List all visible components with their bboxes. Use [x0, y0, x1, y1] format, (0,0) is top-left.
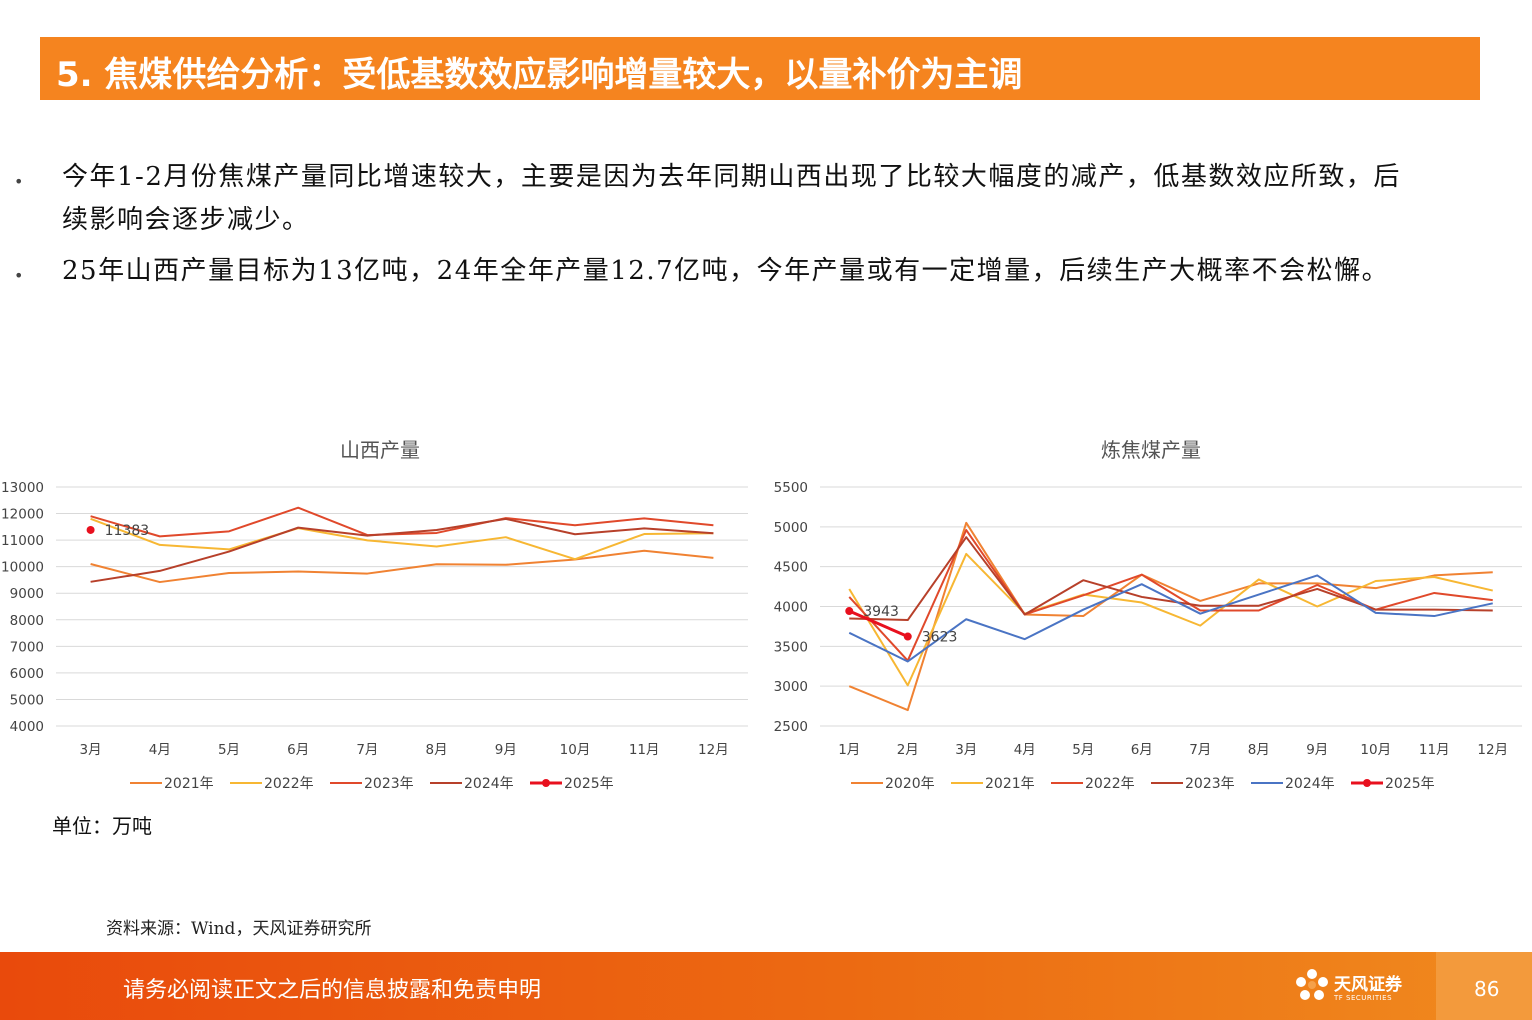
unit-note: 单位：万吨 — [52, 814, 152, 838]
legend-label: 2021年 — [985, 776, 1035, 792]
company-logo: 天风证券 TF SECURITIES — [1292, 966, 1412, 1010]
data-point — [86, 525, 95, 534]
series-line — [848, 552, 1493, 687]
series-line — [90, 517, 714, 561]
data-point — [903, 632, 912, 641]
x-tick-label: 8月 — [426, 742, 448, 758]
y-tick-label: 12000 — [1, 507, 44, 523]
data-label: 3943 — [863, 604, 899, 620]
x-tick-label: 4月 — [1014, 742, 1036, 758]
x-tick-label: 5月 — [1072, 742, 1094, 758]
logo-text-en: TF SECURITIES — [1334, 994, 1393, 1002]
y-tick-label: 3500 — [774, 639, 808, 655]
legend-label: 2025年 — [1385, 776, 1435, 792]
chart-title: 炼焦煤产量 — [1101, 438, 1201, 462]
x-tick-label: 3月 — [80, 742, 102, 758]
bullet-text-2: 25年山西产量目标为13亿吨，24年全年产量12.7亿吨，今年产量或有一定增量，… — [62, 256, 1390, 286]
x-tick-label: 5月 — [218, 742, 240, 758]
y-tick-label: 8000 — [10, 613, 44, 629]
series-line — [90, 517, 714, 583]
x-tick-label: 12月 — [698, 742, 729, 758]
x-tick-label: 2月 — [897, 742, 919, 758]
y-tick-label: 13000 — [1, 480, 44, 496]
disclaimer-link[interactable]: 请务必阅读正文之后的信息披露和免责申明 — [123, 978, 542, 1003]
y-tick-label: 5000 — [774, 520, 808, 536]
x-tick-label: 4月 — [149, 742, 171, 758]
series-line — [848, 609, 909, 638]
flower-logo-icon — [1296, 969, 1328, 1000]
legend-label: 2023年 — [364, 776, 414, 792]
legend-label: 2024年 — [1285, 776, 1335, 792]
y-tick-label: 11000 — [1, 533, 44, 549]
y-tick-label: 5000 — [10, 692, 44, 708]
chart-title: 山西产量 — [340, 438, 420, 462]
x-tick-label: 9月 — [1306, 742, 1328, 758]
y-tick-label: 4000 — [10, 719, 44, 735]
x-tick-label: 7月 — [356, 742, 378, 758]
series-line — [848, 574, 1493, 663]
legend-label: 2022年 — [264, 776, 314, 792]
page-number-box — [1436, 952, 1532, 1020]
legend-label: 2020年 — [885, 776, 935, 792]
source-note: 资料来源：Wind，天风证券研究所 — [106, 919, 372, 939]
x-tick-label: 6月 — [1131, 742, 1153, 758]
y-tick-label: 4000 — [774, 600, 808, 616]
legend-marker — [542, 779, 550, 787]
y-tick-label: 6000 — [10, 666, 44, 682]
x-tick-label: 8月 — [1248, 742, 1270, 758]
logo-text-cn: 天风证券 — [1334, 975, 1402, 995]
x-tick-label: 3月 — [955, 742, 977, 758]
legend-label: 2024年 — [464, 776, 514, 792]
coking-coal-production-svg: 炼焦煤产量 2500 3000 3500 4000 4500 5000 5500 1月 2月 3月 4… — [774, 438, 1522, 792]
x-tick-label: 6月 — [287, 742, 309, 758]
y-tick-label: 2500 — [774, 719, 808, 735]
title-bar: 5. 焦煤供给分析：受低基数效应影响增量较大，以量补价为主调 — [40, 37, 1480, 100]
x-tick-label: 7月 — [1189, 742, 1211, 758]
x-tick-label: 12月 — [1477, 742, 1508, 758]
shanxi-production-svg: 山西产量 4000 5000 6000 7000 8000 9000 10000 11000 12… — [1, 438, 748, 792]
data-label: 3623 — [922, 630, 958, 646]
bullet-marker: • — [14, 266, 24, 285]
series-line — [90, 506, 714, 538]
y-tick-label: 7000 — [10, 639, 44, 655]
x-tick-label: 10月 — [1360, 742, 1391, 758]
x-tick-label: 1月 — [838, 742, 860, 758]
y-tick-label: 4500 — [774, 560, 808, 576]
series-line — [849, 536, 1493, 622]
legend-label: 2023年 — [1185, 776, 1235, 792]
series-line — [90, 549, 714, 584]
y-tick-label: 9000 — [10, 586, 44, 602]
data-label: 11383 — [105, 523, 150, 539]
x-tick-label: 11月 — [629, 742, 660, 758]
page-number: 86 — [1474, 977, 1500, 1001]
x-tick-label: 10月 — [560, 742, 591, 758]
x-tick-label: 9月 — [495, 742, 517, 758]
legend-label: 2022年 — [1085, 776, 1135, 792]
coking-coal-production-chart: 炼焦煤产量 2500 3000 3500 4000 4500 5000 5500 1月 2月 3月 4… — [765, 425, 1532, 805]
legend-marker — [1363, 779, 1371, 787]
series-line — [848, 521, 1493, 712]
bullet-marker: • — [14, 172, 24, 191]
x-tick-label: 11月 — [1419, 742, 1450, 758]
y-tick-label: 3000 — [774, 679, 808, 695]
shanxi-production-chart: 山西产量 4000 5000 6000 7000 8000 9000 10000 11000 12… — [0, 425, 760, 805]
legend-label: 2025年 — [564, 776, 614, 792]
legend-label: 2021年 — [164, 776, 214, 792]
y-tick-label: 10000 — [1, 560, 44, 576]
footer: 请务必阅读正文之后的信息披露和免责申明 天风证券 TF SECURITIES 8… — [0, 952, 1532, 1020]
bullet-text-1: 今年1-2月份焦煤产量同比增速较大，主要是因为去年同期山西出现了比较大幅度的减产… — [62, 162, 1401, 235]
data-point — [845, 607, 854, 616]
y-tick-label: 5500 — [774, 480, 808, 496]
page-title: 5. 焦煤供给分析：受低基数效应影响增量较大，以量补价为主调 — [56, 55, 1023, 95]
